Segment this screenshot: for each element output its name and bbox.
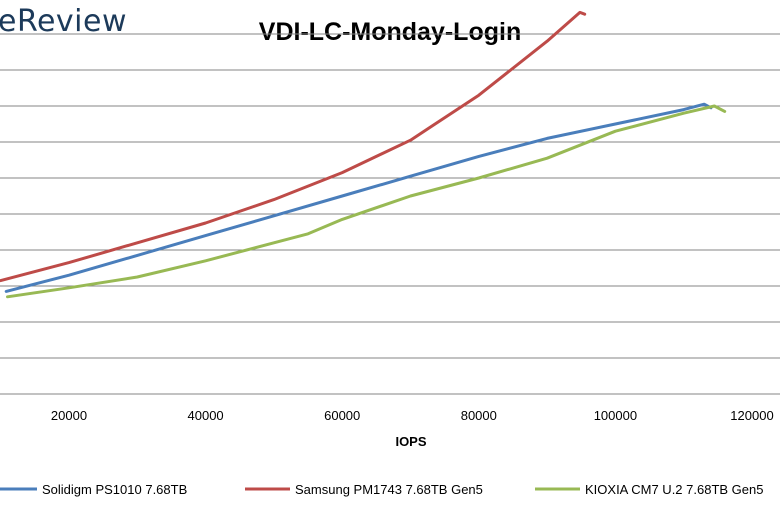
legend-entry-3: KIOXIA CM7 U.2 7.68TB Gen5 bbox=[535, 482, 763, 497]
legend: Solidigm PS1010 7.68TB Samsung PM1743 7.6… bbox=[0, 482, 763, 497]
legend-label: Samsung PM1743 7.68TB Gen5 bbox=[295, 482, 483, 497]
x-tick-label: 40000 bbox=[188, 408, 224, 423]
x-tick-label: 120000 bbox=[730, 408, 773, 423]
chart-title: VDI-LC-Monday-Login bbox=[258, 18, 522, 46]
legend-label: KIOXIA CM7 U.2 7.68TB Gen5 bbox=[585, 482, 763, 497]
series-line-1 bbox=[4, 102, 713, 293]
series-line-3 bbox=[6, 104, 727, 299]
x-tick-labels: 20000 40000 60000 80000 100000 120000 bbox=[51, 408, 774, 423]
legend-label: Solidigm PS1010 7.68TB bbox=[42, 482, 187, 497]
brand-logo: eReview bbox=[0, 4, 127, 39]
x-axis-label: IOPS bbox=[395, 434, 426, 449]
gridlines bbox=[0, 33, 780, 359]
legend-entry-1: Solidigm PS1010 7.68TB bbox=[0, 482, 187, 497]
x-tick-label: 60000 bbox=[324, 408, 360, 423]
x-tick-label: 80000 bbox=[461, 408, 497, 423]
series-lines bbox=[0, 10, 727, 299]
x-tick-label: 20000 bbox=[51, 408, 87, 423]
x-tick-label: 100000 bbox=[594, 408, 637, 423]
legend-entry-2: Samsung PM1743 7.68TB Gen5 bbox=[245, 482, 483, 497]
series-line-2 bbox=[0, 10, 587, 283]
